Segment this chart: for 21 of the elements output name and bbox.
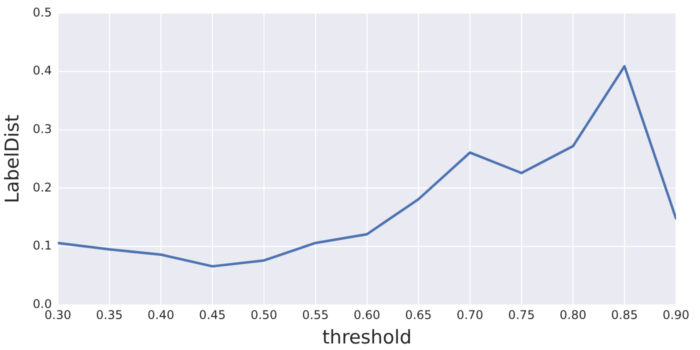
x-tick-label: 0.65 (405, 308, 432, 322)
y-tick-label: 0.5 (32, 5, 52, 20)
y-tick-label: 0.3 (32, 122, 52, 136)
x-axis-title: threshold (322, 326, 412, 349)
x-tick-label: 0.60 (354, 308, 380, 322)
x-tick-label: 0.70 (456, 308, 484, 322)
x-tick-label: 0.75 (508, 308, 535, 322)
x-tick-label: 0.45 (199, 308, 226, 322)
x-tick-label: 0.55 (302, 308, 329, 322)
x-tick-label: 0.80 (560, 308, 586, 322)
y-tick-label: 0.2 (32, 180, 52, 194)
x-tick-label: 0.35 (96, 308, 123, 322)
y-tick-label: 0.0 (32, 296, 52, 311)
x-tick-label: 0.40 (148, 308, 174, 322)
x-tick-label: 0.30 (44, 308, 72, 322)
y-tick-label: 0.1 (32, 238, 52, 253)
y-axis-title: LabelDist (1, 114, 24, 204)
x-tick-label: 0.85 (611, 308, 638, 322)
y-tick-label: 0.4 (32, 64, 52, 78)
x-tick-label: 0.50 (250, 308, 278, 322)
x-tick-label: 0.90 (662, 308, 690, 322)
